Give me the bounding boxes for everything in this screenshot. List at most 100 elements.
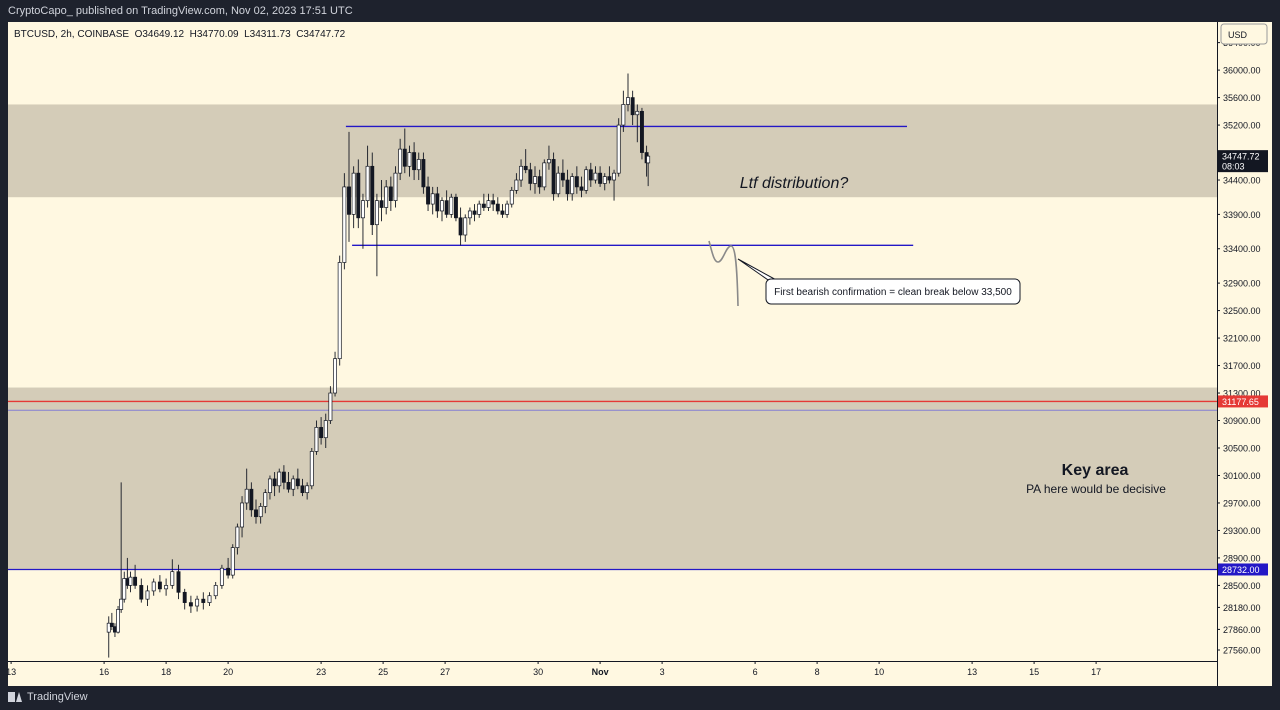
candle — [370, 152, 375, 235]
price-tick-label: 28500.00 — [1223, 581, 1261, 591]
publish-header: CryptoCapo_ published on TradingView.com… — [0, 0, 1280, 22]
zone-1 — [8, 387, 1217, 570]
currency-button[interactable]: USD — [1220, 23, 1268, 45]
time-tick-label: 20 — [223, 667, 233, 677]
candle — [588, 162, 593, 187]
time-tick-label: 17 — [1091, 667, 1101, 677]
candle — [426, 176, 431, 211]
time-tick-label: 16 — [99, 667, 109, 677]
candle — [119, 482, 124, 613]
candle — [182, 588, 187, 610]
price-tick-label: 32100.00 — [1223, 334, 1261, 344]
candle — [164, 578, 169, 596]
callout[interactable]: First bearish confirmation = clean break… — [737, 258, 1021, 305]
candle — [286, 472, 291, 493]
candle — [201, 592, 206, 610]
candle — [570, 173, 575, 201]
candle — [646, 154, 651, 187]
candle — [407, 145, 412, 177]
candle — [528, 162, 533, 191]
candle — [467, 207, 472, 225]
candle — [574, 166, 579, 194]
candle — [295, 468, 300, 490]
candle — [300, 478, 305, 497]
time-tick-label: 13 — [967, 667, 977, 677]
candle — [458, 207, 463, 246]
time-tick-label: 25 — [378, 667, 388, 677]
candle — [328, 386, 333, 424]
candle — [509, 186, 514, 208]
price-tag-value: 28732.00 — [1222, 565, 1260, 575]
price-tick-label: 27560.00 — [1223, 646, 1261, 656]
candle — [361, 193, 365, 249]
key-area-title: Key area — [1062, 462, 1129, 479]
candle — [291, 475, 296, 497]
candle — [333, 351, 338, 397]
candle — [430, 186, 435, 215]
time-tick-label: 18 — [161, 667, 171, 677]
price-tick-label: 30900.00 — [1223, 416, 1261, 426]
price-tag-countdown: 08:03 — [1222, 162, 1245, 172]
price-tick-label: 30500.00 — [1223, 444, 1261, 454]
candle — [128, 571, 133, 593]
candle — [519, 159, 524, 187]
tradingview-logo-icon — [8, 692, 22, 702]
price-tick-label: 31300.00 — [1223, 389, 1261, 399]
candle — [226, 557, 231, 579]
candle — [602, 173, 607, 191]
callout-text: First bearish confirmation = clean break… — [774, 287, 1012, 298]
candle — [546, 145, 551, 170]
time-tick-label: 15 — [1029, 667, 1039, 677]
candle — [565, 169, 570, 201]
symbol-legend[interactable]: BTCUSD, 2h, COINBASE O34649.12 H34770.09… — [14, 29, 346, 40]
candle — [305, 482, 310, 500]
time-tick-label: 13 — [6, 667, 16, 677]
price-axis[interactable]: 36400.0036000.0035600.0035200.0034400.00… — [1217, 38, 1261, 656]
price-tick-label: 32500.00 — [1223, 306, 1261, 316]
candle — [337, 255, 342, 366]
candle — [416, 152, 421, 181]
key-area-subtitle: PA here would be decisive — [1026, 482, 1166, 496]
price-tick-label: 35600.00 — [1223, 93, 1261, 103]
footer-bar: TradingView — [0, 686, 1280, 710]
candle — [116, 606, 120, 634]
candle — [412, 142, 417, 181]
time-axis[interactable]: 13 16 18 20 23 25 27 30 Nov 3 6 8 10 13 15 17 — [6, 661, 1101, 677]
price-tag-value: 31177.65 — [1222, 397, 1259, 407]
candle — [347, 131, 351, 242]
candle — [560, 159, 565, 187]
candle — [393, 166, 398, 208]
candle — [365, 145, 370, 208]
candle — [258, 502, 263, 524]
candle — [112, 623, 117, 637]
candle — [314, 420, 319, 455]
tradingview-logo[interactable]: TradingView — [8, 691, 88, 703]
candle — [356, 159, 361, 229]
price-tick-label: 30100.00 — [1223, 471, 1261, 481]
candle — [472, 204, 477, 222]
candle — [195, 595, 200, 612]
brand-name: TradingView — [27, 691, 88, 703]
candle — [556, 166, 561, 198]
price-tick-label: 32900.00 — [1223, 279, 1261, 289]
price-tick-label: 33400.00 — [1223, 244, 1261, 254]
candle — [319, 417, 324, 445]
candle — [170, 559, 175, 589]
candle — [249, 482, 254, 517]
ltf-distribution-label: Ltf distribution? — [740, 175, 849, 192]
candle — [612, 169, 617, 201]
price-tag-value: 34747.72 — [1222, 152, 1260, 162]
candle — [342, 173, 347, 270]
candle — [635, 104, 640, 143]
price-tick-label: 36000.00 — [1223, 66, 1261, 76]
zone-0 — [8, 104, 1217, 198]
candle — [188, 595, 193, 613]
candle — [272, 472, 277, 497]
candle — [607, 166, 612, 184]
price-tick-label: 31700.00 — [1223, 361, 1261, 371]
time-tick-label: 10 — [874, 667, 884, 677]
candle — [122, 571, 127, 603]
levels-layer — [8, 125, 1217, 571]
